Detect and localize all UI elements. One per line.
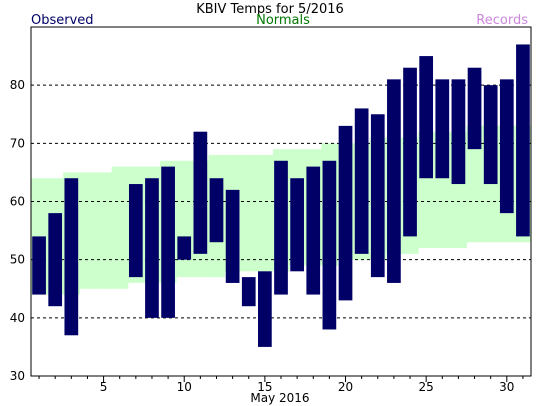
observed-bar [161,166,175,318]
y-tick-label: 50 [10,253,25,267]
observed-bar [274,160,288,295]
normals-band-segment [466,125,484,243]
observed-bar [516,44,530,237]
observed-bar [419,56,434,179]
observed-bar [322,160,337,330]
observed-bar [370,114,385,278]
y-tick-label: 40 [10,311,25,325]
y-tick-label: 70 [10,136,25,150]
observed-bar [435,79,450,179]
normals-band-segment [95,172,113,289]
observed-bar [209,178,224,243]
y-tick-label: 60 [10,195,25,209]
y-tick-label: 80 [10,78,25,92]
observed-bar [225,189,240,283]
normals-band-segment [256,154,274,272]
x-axis-label: May 2016 [250,391,309,405]
observed-bar [258,271,272,347]
observed-bar [193,131,208,254]
chart-title: KBIV Temps for 5/2016 [196,2,344,17]
observed-bars-layer [32,44,530,347]
axes: 30 40 50 60 70 80 5 10 15 20 25 30 [10,26,532,394]
observed-bar [483,85,498,185]
observed-bar [128,184,143,278]
observed-bar [403,67,417,237]
observed-bar [290,178,304,272]
x-tick-label: 10 [177,380,192,394]
normals-band-segment [111,166,129,289]
observed-bar [306,166,321,295]
observed-bar [467,67,482,150]
y-tick-label: 30 [10,369,25,383]
x-tick-label: 5 [100,380,108,394]
x-tick-label: 15 [257,380,272,394]
observed-bar [387,79,401,283]
normals-band-segment [79,172,97,289]
normals-band-segment [240,154,258,272]
observed-bar [354,108,369,254]
observed-bar [177,236,192,260]
observed-bar [145,178,159,318]
observed-bar [338,125,353,301]
observed-bar [48,213,63,307]
observed-bar [241,277,256,307]
observed-bar [499,79,514,214]
x-tick-label: 20 [338,380,353,394]
legend-normals: Normals [256,13,310,28]
observed-bar [451,79,466,185]
x-tick-label: 25 [419,380,434,394]
x-tick-label: 30 [499,380,514,394]
observed-bar [32,236,46,295]
legend-observed: Observed [31,13,94,28]
legend-records: Records [476,13,528,28]
observed-bar [64,178,79,336]
